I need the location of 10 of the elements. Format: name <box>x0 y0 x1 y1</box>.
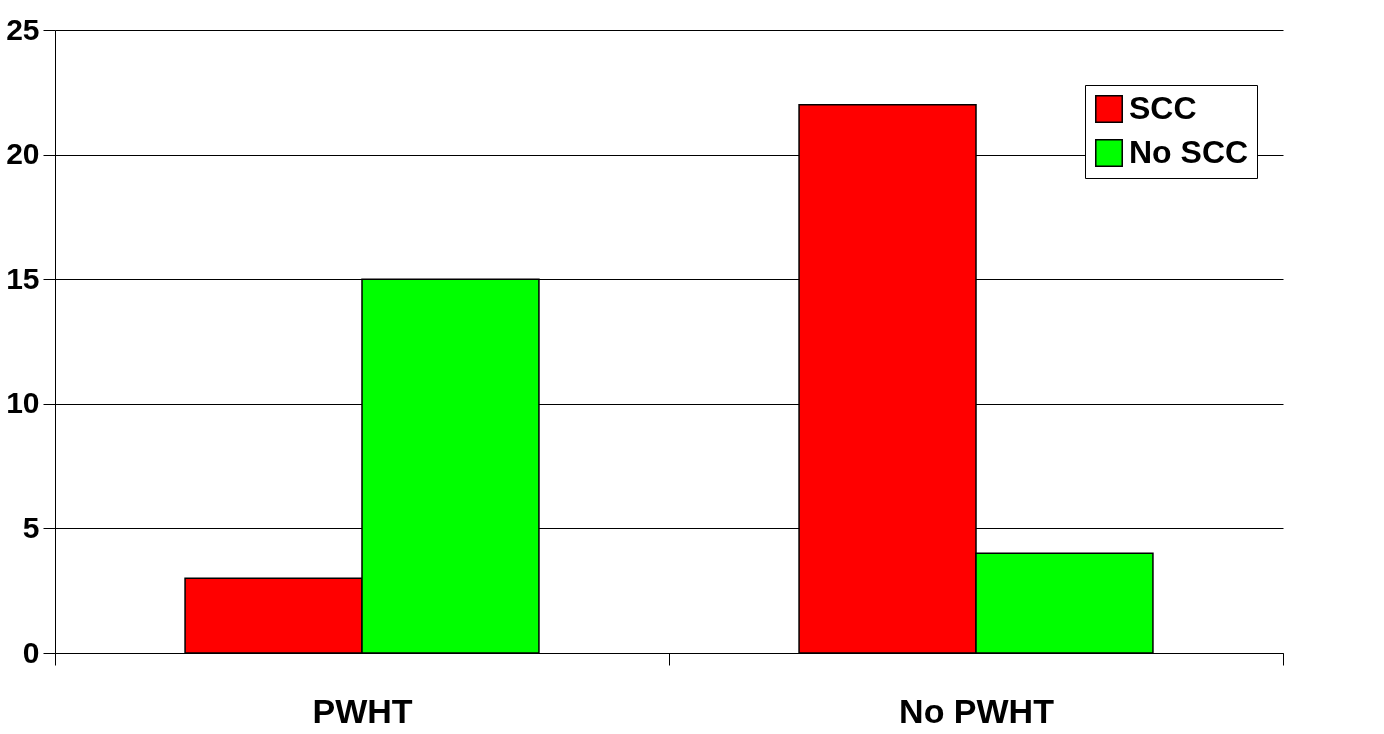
legend-label: SCC <box>1129 90 1197 126</box>
x-tick-label: PWHT <box>312 691 413 730</box>
y-tick-label: 10 <box>6 386 40 420</box>
y-tick-label: 15 <box>6 261 40 295</box>
legend-label: No SCC <box>1129 134 1249 170</box>
y-tick-label: 5 <box>22 510 40 544</box>
x-tick-label: No PWHT <box>899 691 1055 730</box>
y-tick-label: 0 <box>22 635 40 669</box>
y-tick-label: 25 <box>6 12 40 46</box>
y-tick-label: 20 <box>6 137 40 171</box>
